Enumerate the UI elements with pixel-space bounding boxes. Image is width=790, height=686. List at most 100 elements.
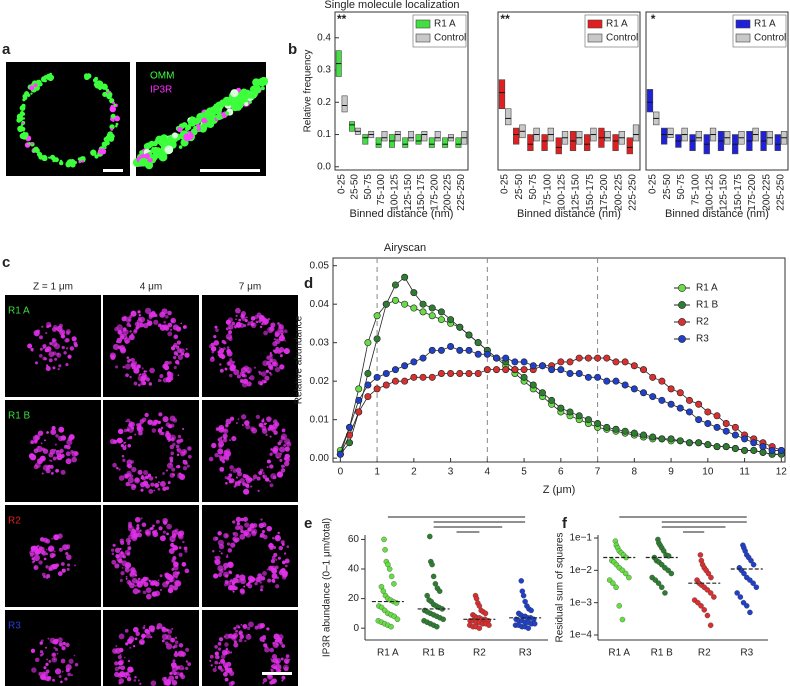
ip3r-signal <box>143 469 149 476</box>
ip3r-signal <box>269 356 273 360</box>
marker <box>483 366 491 374</box>
omm-signal <box>105 137 110 143</box>
ip3r-signal <box>217 539 224 546</box>
marker <box>676 437 684 445</box>
omm-signal <box>82 156 86 160</box>
ip3r-signal <box>266 459 271 464</box>
x-tick-label: 150-175 <box>733 174 744 211</box>
significance: ** <box>337 12 347 26</box>
legend-marker <box>678 284 686 292</box>
x-tick-label: 125-150 <box>571 174 582 211</box>
ip3r-signal <box>133 381 138 386</box>
data-point <box>668 570 675 577</box>
micrograph <box>6 62 130 176</box>
ip3r-signal <box>224 651 228 655</box>
ip3r-signal <box>127 581 133 586</box>
ip3r-signal <box>164 360 169 366</box>
ip3r-signal <box>41 675 47 681</box>
ip3r-signal <box>61 646 66 651</box>
ip3r-signal <box>270 426 273 430</box>
ip3r-signal <box>232 532 236 535</box>
ip3r-signal <box>227 561 234 568</box>
ip3r-signal <box>169 444 175 450</box>
marker <box>557 404 565 412</box>
ip3r-signal <box>147 473 152 478</box>
data-point <box>697 552 704 558</box>
ip3r-signal <box>52 563 55 566</box>
ip3r-signal <box>45 331 48 335</box>
ip3r-signal <box>42 344 47 349</box>
ip3r-signal <box>236 521 241 526</box>
ip3r-signal <box>118 659 125 665</box>
data-point <box>434 623 440 630</box>
x-tick-label: R1 A <box>377 648 399 659</box>
ip3r-signal <box>226 346 230 350</box>
data-point <box>711 594 717 600</box>
data-point <box>737 594 744 600</box>
ip3r-signal <box>158 412 163 417</box>
ip3r-signal <box>126 426 129 429</box>
y-tick-label: 60 <box>348 534 360 545</box>
ip3r-signal <box>160 426 164 430</box>
ip3r-signal <box>217 531 222 536</box>
ip3r-signal <box>214 666 217 668</box>
omm-signal <box>244 102 249 107</box>
x-tick-label: 25-50 <box>662 174 673 200</box>
y-tick-label: 1e−4 <box>569 630 592 641</box>
ip3r-signal <box>50 429 57 435</box>
ip3r-signal <box>55 468 59 473</box>
ip3r-signal <box>172 571 179 578</box>
marker <box>722 420 730 428</box>
ip3r-signal <box>48 660 52 663</box>
ip3r-signal <box>139 529 142 532</box>
ip3r-signal <box>130 363 135 368</box>
ip3r-signal <box>124 474 128 477</box>
ip3r-signal <box>220 439 224 443</box>
ip3r-signal <box>275 346 280 351</box>
data-point <box>704 587 711 593</box>
x-axis-label: Z (μm) <box>543 484 576 496</box>
ip3r-signal <box>133 645 136 648</box>
panel-letter: d <box>304 275 313 292</box>
ip3r-signal <box>151 428 157 433</box>
ip3r-signal <box>260 315 263 318</box>
ip3r-signal <box>133 529 140 536</box>
ip3r-signal <box>266 568 269 571</box>
ip3r-signal <box>279 446 286 453</box>
ip3r-signal <box>274 330 281 336</box>
ip3r-signal <box>262 678 268 683</box>
omm-signal <box>21 123 24 126</box>
ip3r-signal <box>130 310 137 317</box>
marker <box>731 445 739 453</box>
ip3r-signal <box>242 474 247 479</box>
ip3r-signal <box>214 453 219 458</box>
ip3r-signal <box>208 344 213 349</box>
marker <box>612 377 620 385</box>
ip3r-signal <box>239 533 246 540</box>
ip3r-signal <box>52 678 55 682</box>
ip3r-signal <box>56 352 60 356</box>
box <box>541 134 548 151</box>
ip3r-signal <box>270 322 276 328</box>
ip3r-signal <box>112 343 120 351</box>
box <box>584 134 591 151</box>
marker <box>713 443 721 451</box>
data-point <box>429 561 435 568</box>
ip3r-signal <box>127 360 130 363</box>
marker <box>391 366 399 374</box>
ip3r-signal <box>158 526 163 531</box>
ip3r-signal <box>52 456 57 461</box>
omm-signal <box>139 150 144 155</box>
legend-swatch <box>415 33 431 43</box>
ip3r-signal <box>54 668 62 675</box>
ip3r-signal <box>275 584 280 589</box>
x-tick-label: 8 <box>632 467 638 478</box>
omm-signal <box>17 125 24 133</box>
omm-signal <box>105 88 110 93</box>
x-tick-label: 225-250 <box>628 174 639 211</box>
plot-frame <box>645 11 789 171</box>
ip3r-signal <box>35 548 42 555</box>
omm-signal <box>29 85 35 91</box>
ip3r-signal <box>178 546 182 550</box>
ip3r-signal <box>150 636 153 639</box>
